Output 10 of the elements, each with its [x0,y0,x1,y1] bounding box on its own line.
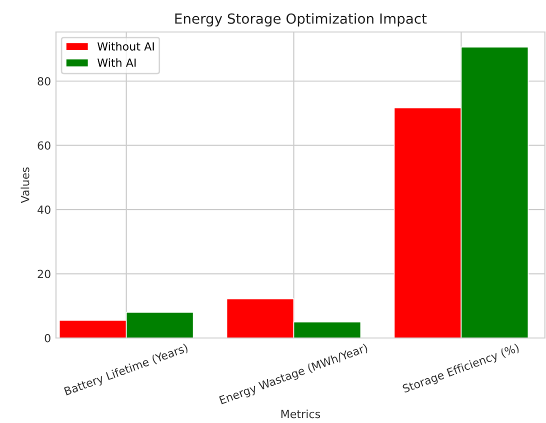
y-tick-label: 60 [38,141,50,150]
y-axis-title: Values [20,167,30,204]
y-tick-label: 20 [38,270,50,278]
y-tick-label: 80 [38,77,50,86]
legend-label: With AI [97,58,136,67]
y-tick-label: 40 [38,206,50,214]
legend-label: Without AI [97,42,154,51]
x-axis-title: Metrics [281,410,320,418]
y-tick-label: 0 [44,334,50,342]
chart-title: Energy Storage Optimization Impact [175,13,427,27]
